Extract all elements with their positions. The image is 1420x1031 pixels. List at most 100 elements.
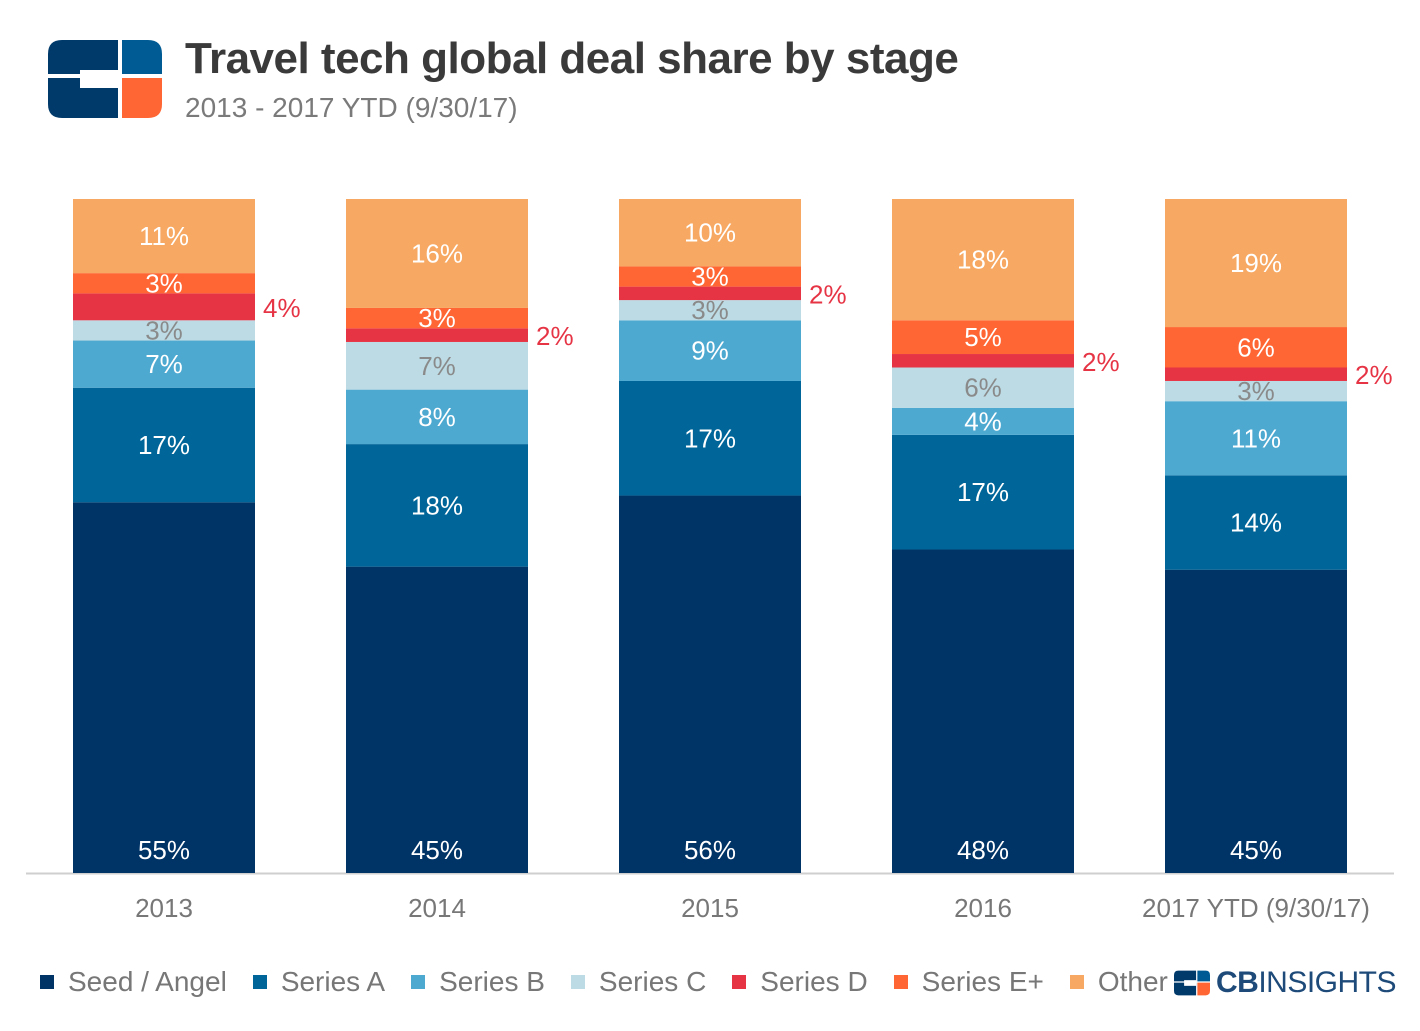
legend-swatch: [411, 975, 426, 989]
data-label-other-3: 18%: [957, 245, 1009, 275]
x-tick-label-1: 2014: [408, 893, 466, 923]
bar-segment-series-c-1: [346, 341, 528, 390]
data-label-series-b-1: 8%: [418, 402, 456, 432]
data-label-seed-angel-4: 45%: [1230, 835, 1282, 865]
legend-item: Series E+: [893, 966, 1044, 998]
data-label-series-d-4: 2%: [1355, 360, 1393, 390]
x-tick-label-0: 2013: [135, 893, 193, 923]
legend-item: Series A: [252, 966, 386, 998]
data-label-other-0: 11%: [139, 221, 189, 251]
legend-label: Other: [1097, 966, 1168, 997]
bar-segment-series-d-4: [1165, 367, 1347, 381]
bar-segment-series-b-2: [619, 320, 801, 381]
legend-swatch: [570, 975, 585, 989]
legend-item: Series D: [732, 966, 868, 998]
data-label-seed-angel-2: 56%: [684, 835, 736, 865]
legend-label: Series A: [280, 966, 386, 997]
data-label-series-d-2: 2%: [809, 279, 847, 309]
data-label-series-c-0: 3%: [145, 315, 183, 345]
legend-swatch: [732, 975, 747, 989]
cb-insights-brand-icon: [1173, 970, 1210, 996]
data-label-series-c-3: 6%: [964, 373, 1002, 403]
data-label-other-4: 19%: [1230, 248, 1282, 278]
legend-swatch: [40, 975, 54, 989]
bar-segment-seed-angel-3: [892, 549, 1074, 873]
x-tick-label-2: 2015: [681, 893, 739, 923]
legend-swatch: [893, 975, 908, 989]
bar-segment-series-d-0: [73, 293, 255, 321]
data-label-series-b-2: 9%: [691, 336, 729, 366]
brand-suffix: INSIGHTS: [1258, 966, 1396, 999]
bar-segment-series-e--1: [346, 307, 528, 329]
x-tick-label-4: 2017 YTD (9/30/17): [1142, 893, 1370, 923]
bar-segment-other-4: [1165, 199, 1347, 328]
data-label-series-d-1: 2%: [536, 321, 574, 351]
data-label-other-2: 10%: [684, 218, 736, 248]
bar-segment-series-a-0: [73, 387, 255, 503]
bar-segment-other-2: [619, 199, 801, 267]
data-label-series-c-1: 7%: [418, 351, 456, 381]
bar-segment-seed-angel-4: [1165, 569, 1347, 873]
data-label-seed-angel-1: 45%: [411, 835, 463, 865]
chart-title: Travel tech global deal share by stage: [185, 34, 959, 83]
chart-legend: Seed / Angel Series A Series B Series C Seri…: [40, 966, 1194, 998]
bar-segment-seed-angel-2: [619, 495, 801, 873]
bar-segment-other-1: [346, 199, 528, 308]
legend-label: Series C: [598, 966, 707, 997]
brand-prefix: CB: [1215, 966, 1259, 999]
legend-label: Series B: [439, 966, 545, 997]
bar-segment-series-d-3: [892, 354, 1074, 368]
legend-label: Series E+: [921, 966, 1044, 997]
bar-segment-seed-angel-1: [346, 566, 528, 873]
data-label-series-e--3: 5%: [964, 322, 1002, 352]
data-label-seed-angel-3: 48%: [957, 835, 1009, 865]
bar-segment-series-a-1: [346, 444, 528, 567]
bar-segment-series-d-2: [619, 286, 801, 301]
legend-label: Series D: [760, 966, 868, 997]
bar-segment-series-c-3: [892, 367, 1074, 408]
legend-item: Seed / Angel: [40, 966, 227, 998]
data-label-series-e--2: 3%: [691, 262, 729, 292]
bar-segment-series-a-4: [1165, 475, 1347, 570]
data-label-series-e--4: 6%: [1237, 332, 1275, 362]
data-label-series-c-2: 3%: [691, 295, 729, 325]
bar-segment-series-c-2: [619, 300, 801, 321]
cb-insights-logo-icon: [48, 40, 162, 118]
bar-segment-series-e--4: [1165, 327, 1347, 368]
data-label-series-d-0: 4%: [263, 293, 301, 323]
legend-label: Seed / Angel: [68, 966, 227, 997]
bar-segment-series-b-3: [892, 407, 1074, 435]
legend-item: Series B: [411, 966, 545, 998]
data-label-series-c-4: 3%: [1237, 376, 1275, 406]
bar-segment-series-e--3: [892, 320, 1074, 355]
chart-subtitle: 2013 - 2017 YTD (9/30/17): [185, 92, 518, 123]
data-label-series-a-3: 17%: [957, 477, 1009, 507]
data-label-series-b-3: 4%: [964, 406, 1002, 436]
brand-mark: CBINSIGHTS: [1173, 966, 1397, 1000]
data-label-series-a-0: 17%: [138, 430, 190, 460]
bar-segment-other-0: [73, 199, 255, 274]
data-label-series-d-3: 2%: [1082, 347, 1120, 377]
data-label-series-b-4: 11%: [1231, 423, 1281, 453]
data-label-other-1: 16%: [411, 238, 463, 268]
legend-swatch: [1069, 975, 1084, 989]
data-label-series-a-4: 14%: [1230, 508, 1282, 538]
bar-segment-series-b-0: [73, 340, 255, 388]
bar-segment-series-a-2: [619, 380, 801, 496]
legend-item: Series C: [570, 966, 707, 998]
bar-segment-series-e--2: [619, 266, 801, 287]
legend-item: Other: [1069, 966, 1168, 998]
bar-segment-series-c-0: [73, 320, 255, 341]
bar-segment-series-e--0: [73, 273, 255, 294]
data-label-series-b-0: 7%: [145, 349, 183, 379]
bar-segment-series-c-4: [1165, 380, 1347, 402]
data-label-series-e--1: 3%: [418, 303, 456, 333]
legend-swatch: [252, 975, 267, 989]
bar-segment-series-d-1: [346, 328, 528, 342]
stacked-bar-chart: 55% 17% 7% 3% 4% 3% 11% 2013 45% 18% 8% 7% 2% 3% 16% 20…: [26, 199, 1394, 923]
brand-wordmark: CBINSIGHTS: [1215, 966, 1397, 1000]
bar-segment-series-b-1: [346, 389, 528, 445]
data-label-seed-angel-0: 55%: [138, 835, 190, 865]
data-label-series-e--0: 3%: [145, 268, 183, 298]
bar-segment-series-a-3: [892, 434, 1074, 550]
